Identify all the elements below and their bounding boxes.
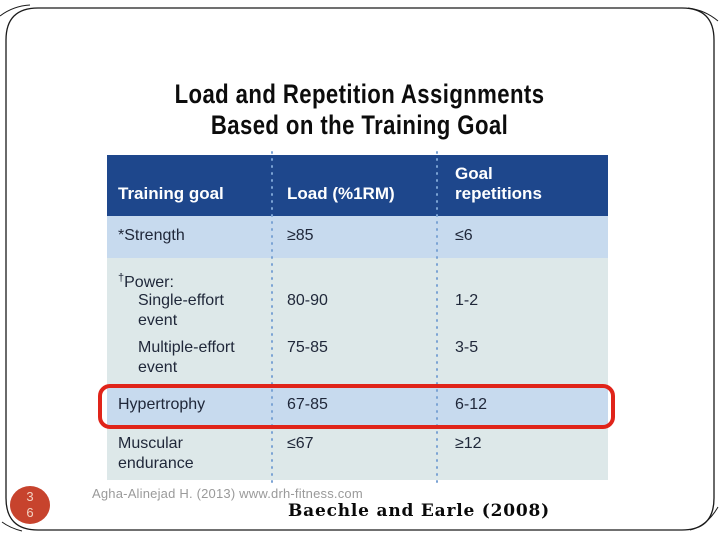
row-strength: *Strength ≥85 ≤6 [107,216,608,258]
column-separator-1 [271,149,273,485]
table-header-row: Training goal Load (%1RM) Goal repetitio… [107,155,608,216]
cell-endurance-reps: ≥12 [455,435,482,452]
cell-power-single-load: 80-90 [287,292,328,309]
cell-power-multiple-goal: Multiple-effort event [138,339,235,376]
cell-hypertrophy-goal: Hypertrophy [118,396,206,413]
citation-text: Agha-Alinejad H. (2013) www.drh-fitness.… [92,486,363,501]
reference-text: Baechle and Earle (2008) [288,501,551,521]
cell-power-single-reps: 1-2 [455,292,479,309]
header-cell-training-goal: Training goal [118,184,224,203]
slide-number-line-2: 6 [26,505,34,520]
hypertrophy-highlight-box [98,384,615,429]
row-power: †Power: Single-effort event 80-90 1-2 Mu… [107,258,608,386]
header-cell-load: Load (%1RM) [287,184,395,203]
cell-power-single-goal: Single-effort event [138,292,224,329]
column-separator-2 [436,149,438,485]
dagger-symbol: † [118,272,125,284]
cell-strength-load: ≥85 [287,227,314,244]
header-cell-goal-repetitions: Goal repetitions [455,164,542,203]
slide-number-badge: 3 6 [10,486,50,524]
cell-endurance-load: ≤67 [287,435,314,452]
cell-power-multiple-reps: 3-5 [455,339,479,356]
title-line-1: Load and Repetition Assignments [175,79,545,109]
title-line-2: Based on the Training Goal [211,110,509,140]
slide-title: Load and Repetition Assignments Based on… [0,79,720,141]
cell-power-multiple-load: 75-85 [287,339,328,356]
power-label: †Power: [118,272,174,291]
load-repetition-table: Training goal Load (%1RM) Goal repetitio… [107,155,608,480]
row-hypertrophy: Hypertrophy 67-85 6-12 [107,386,608,428]
cell-hypertrophy-load: 67-85 [287,396,328,413]
cell-hypertrophy-reps: 6-12 [455,396,488,413]
row-muscular-endurance: Muscular endurance ≤67 ≥12 [107,428,608,480]
cell-endurance-goal: Muscular endurance [118,435,194,472]
slide-number-line-1: 3 [26,489,34,504]
cell-strength-reps: ≤6 [455,227,473,244]
cell-strength-goal: *Strength [118,227,185,244]
